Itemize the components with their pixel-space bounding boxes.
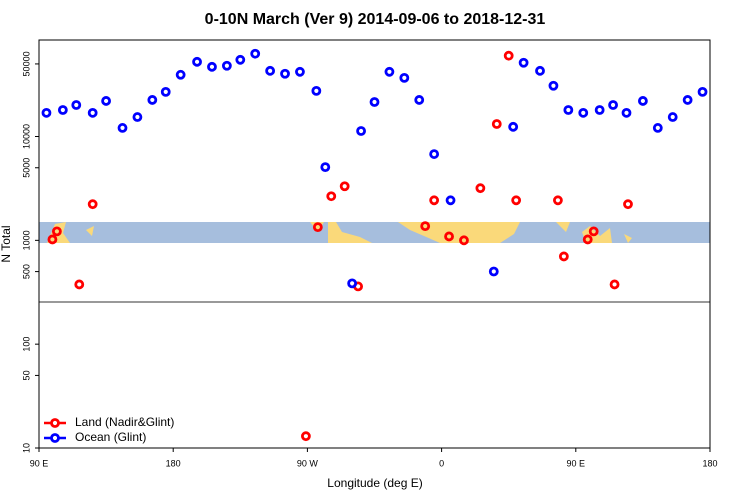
point	[588, 226, 599, 237]
x-axis-label: Longitude (deg E)	[327, 476, 422, 490]
point	[553, 195, 563, 206]
point	[207, 61, 217, 72]
point	[221, 60, 232, 71]
point	[384, 66, 395, 77]
point	[652, 123, 663, 133]
y-tick-label: 50	[21, 370, 31, 380]
point	[609, 279, 620, 290]
point	[518, 57, 529, 68]
point	[132, 112, 143, 122]
x-tick-label: 0	[439, 458, 444, 468]
y-tick-label: 10	[21, 443, 31, 453]
point	[326, 191, 337, 202]
point	[667, 112, 678, 122]
point	[638, 96, 648, 106]
y-tick-label: 500	[21, 264, 31, 279]
point	[488, 266, 499, 277]
point	[558, 251, 569, 262]
point	[311, 85, 322, 96]
point	[87, 107, 98, 118]
point	[682, 95, 693, 105]
point	[347, 278, 358, 289]
plot-frame	[38, 39, 711, 449]
legend-label: Ocean (Glint)	[75, 430, 146, 444]
x-tick-label: 180	[702, 458, 717, 468]
point	[399, 72, 410, 83]
point	[429, 149, 440, 159]
point	[175, 69, 186, 80]
point	[87, 199, 98, 210]
point	[280, 68, 290, 79]
point	[621, 107, 632, 118]
point	[623, 199, 633, 210]
point	[160, 86, 171, 97]
legend-label: Land (Nadir&Glint)	[75, 415, 174, 429]
point	[459, 235, 469, 246]
point	[548, 80, 559, 91]
point	[420, 221, 431, 232]
legend-marker	[50, 433, 60, 443]
point	[697, 86, 708, 97]
point	[444, 231, 454, 242]
point	[578, 107, 589, 118]
point	[47, 234, 58, 245]
point	[71, 100, 82, 110]
x-tick-label: 90 E	[30, 458, 49, 468]
point	[192, 56, 202, 67]
point	[57, 105, 68, 115]
point	[312, 222, 323, 233]
point	[301, 431, 311, 442]
point	[582, 234, 593, 245]
point	[147, 95, 158, 105]
point	[511, 195, 522, 206]
point	[101, 96, 111, 106]
point	[356, 126, 366, 136]
point	[535, 65, 545, 76]
point	[117, 123, 128, 133]
y-tick-label: 50000	[21, 51, 31, 76]
x-tick-label: 180	[166, 458, 181, 468]
y-tick-label: 5000	[21, 158, 31, 178]
point	[608, 100, 618, 110]
point	[445, 195, 456, 206]
point	[74, 279, 85, 290]
point	[51, 226, 62, 237]
point	[594, 105, 605, 115]
y-tick-label: 10000	[21, 124, 31, 149]
point	[491, 119, 502, 129]
point	[41, 107, 52, 118]
point	[563, 105, 574, 115]
point	[320, 162, 331, 173]
point	[369, 97, 380, 107]
legend-marker	[50, 418, 60, 428]
point	[414, 95, 425, 105]
point	[265, 65, 276, 76]
y-axis-label: N Total	[0, 225, 13, 262]
x-tick-label: 90 E	[567, 458, 586, 468]
y-tick-label: 1000	[21, 230, 31, 250]
point	[235, 54, 246, 65]
point	[295, 66, 305, 77]
point	[429, 195, 440, 206]
chart-title: 0-10N March (Ver 9) 2014-09-06 to 2018-1…	[205, 11, 546, 28]
point	[250, 48, 261, 59]
map-strip	[39, 222, 710, 243]
point	[508, 121, 519, 132]
point	[475, 183, 486, 194]
x-tick-label: 90 W	[297, 458, 319, 468]
point	[339, 181, 350, 192]
y-tick-label: 100	[21, 337, 31, 352]
point	[503, 50, 514, 61]
